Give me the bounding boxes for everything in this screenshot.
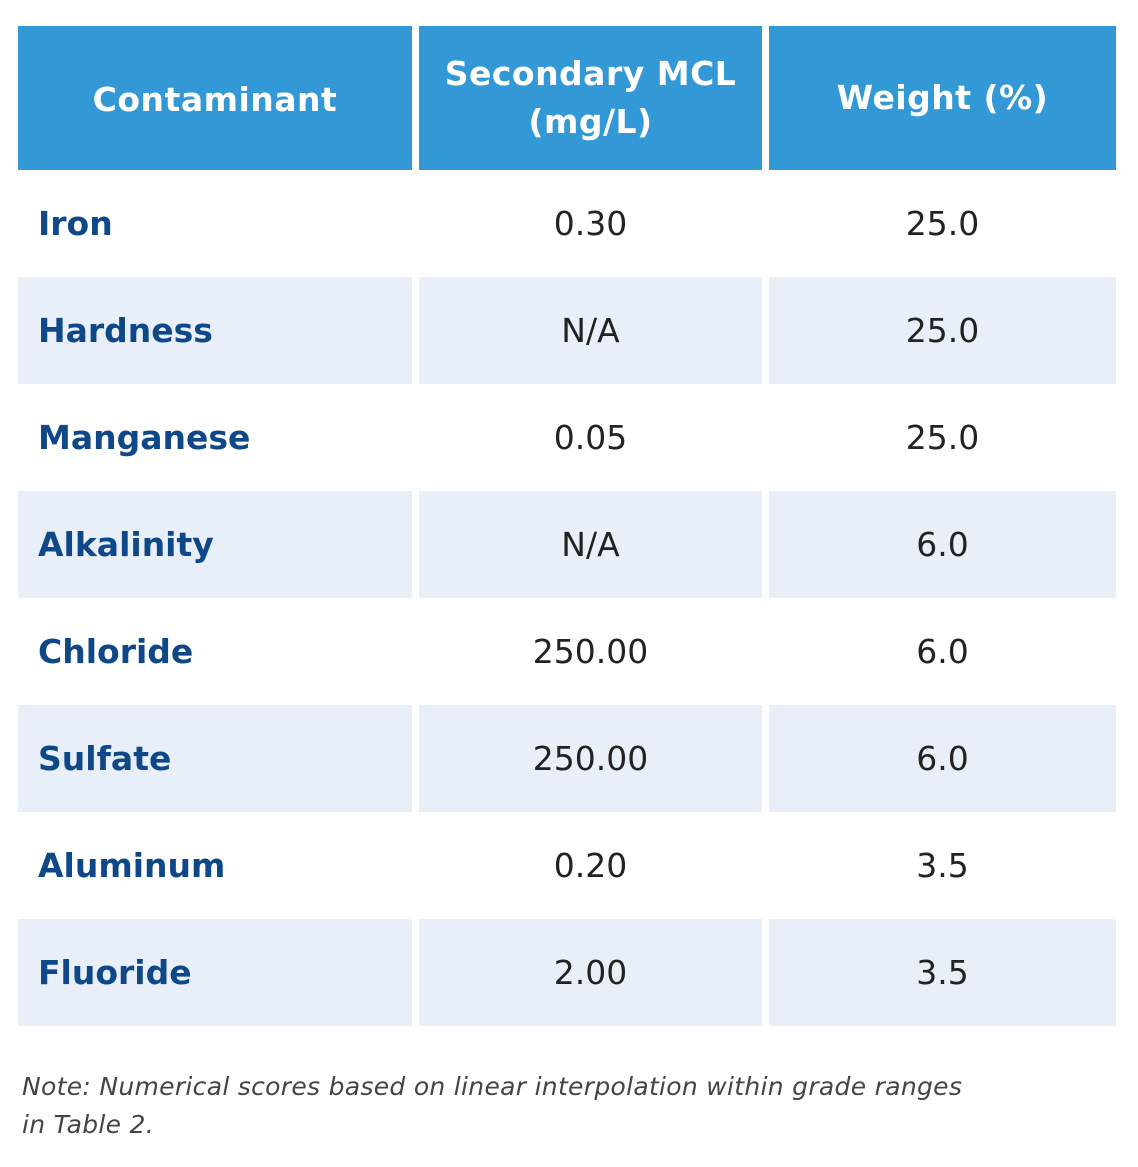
weight-value: 6.0 <box>769 705 1116 812</box>
mcl-value: N/A <box>419 277 762 384</box>
contaminant-name: Chloride <box>38 632 194 671</box>
table-row: Manganese 0.05 25.0 <box>18 384 1116 491</box>
contaminant-name: Sulfate <box>18 705 412 812</box>
weight-value: 25.0 <box>905 204 980 243</box>
mcl-value: 250.00 <box>419 705 762 812</box>
contaminant-name: Iron <box>38 204 113 243</box>
weight-value: 25.0 <box>905 418 980 457</box>
table-row: Alkalinity N/A 6.0 <box>18 491 1116 598</box>
contaminant-name: Fluoride <box>18 919 412 1026</box>
contaminant-name: Aluminum <box>38 846 226 885</box>
mcl-value: 0.30 <box>553 204 628 243</box>
weight-value: 6.0 <box>916 632 969 671</box>
table-footnote: Note: Numerical scores based on linear i… <box>22 1072 963 1139</box>
mcl-value: 0.20 <box>553 846 628 885</box>
table-row: Sulfate 250.00 6.0 <box>18 705 1116 812</box>
mcl-value: N/A <box>419 491 762 598</box>
table-row: Aluminum 0.20 3.5 <box>18 812 1116 919</box>
header-weight: Weight (%) <box>769 26 1116 170</box>
header-secondary-mcl: Secondary MCL (mg/L) <box>419 26 762 170</box>
weight-value: 6.0 <box>769 491 1116 598</box>
table-row: Fluoride 2.00 3.5 <box>18 919 1116 1026</box>
table-row: Hardness N/A 25.0 <box>18 277 1116 384</box>
contaminant-name: Manganese <box>38 418 251 457</box>
weight-value: 25.0 <box>769 277 1116 384</box>
contaminant-name: Alkalinity <box>18 491 412 598</box>
mcl-value: 0.05 <box>553 418 628 457</box>
table-header-row: Contaminant Secondary MCL (mg/L) Weight … <box>18 26 1116 170</box>
contaminant-name: Hardness <box>18 277 412 384</box>
mcl-value: 2.00 <box>419 919 762 1026</box>
mcl-value: 250.00 <box>532 632 649 671</box>
weight-value: 3.5 <box>916 846 969 885</box>
weight-value: 3.5 <box>769 919 1116 1026</box>
table-row: Chloride 250.00 6.0 <box>18 598 1116 705</box>
header-contaminant: Contaminant <box>18 26 412 170</box>
contaminant-table: Contaminant Secondary MCL (mg/L) Weight … <box>18 26 1116 1026</box>
table-row: Iron 0.30 25.0 <box>18 170 1116 277</box>
